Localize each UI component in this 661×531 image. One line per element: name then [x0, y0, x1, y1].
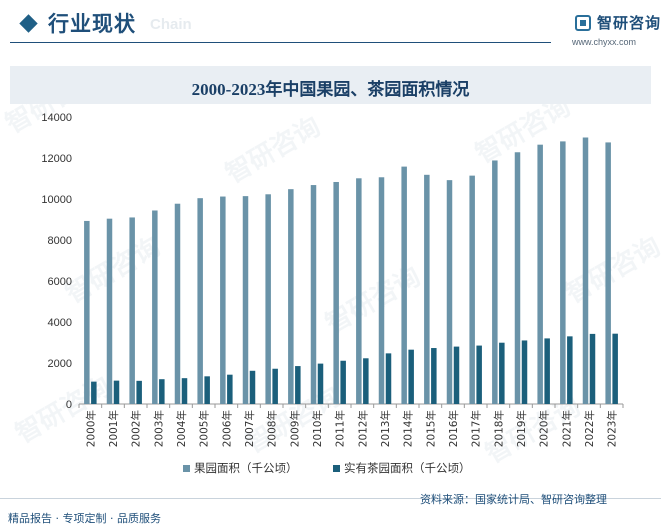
x-tick-label: 2013年	[379, 410, 392, 447]
tea-garden-area-bar	[295, 366, 301, 404]
y-tick-label: 2000	[48, 358, 72, 370]
x-tick-label: 2017年	[470, 410, 483, 447]
orchard-area-bar	[84, 220, 90, 404]
x-tick-label: 2004年	[175, 410, 188, 447]
orchard-area-bar	[537, 144, 543, 405]
x-tick-label: 2002年	[130, 410, 143, 447]
orchard-area-bar	[356, 178, 362, 404]
tea-garden-area-bar	[567, 336, 573, 404]
tea-garden-area-bar	[204, 376, 210, 404]
tea-garden-area-bar	[476, 345, 482, 404]
source-note: 资料来源：国家统计局、智研咨询整理	[420, 493, 607, 506]
x-tick-label: 2022年	[583, 410, 596, 447]
tea-garden-area-bar	[499, 342, 505, 404]
tea-garden-area-bar	[317, 363, 324, 404]
orchard-area-bar	[469, 175, 475, 404]
chart-title-band: 2000-2023年中国果园、茶园面积情况	[10, 66, 651, 104]
x-tick-label: 2015年	[424, 410, 437, 447]
page-title: 行业现状	[48, 12, 136, 36]
x-tick-label: 2014年	[402, 410, 415, 447]
orchard-area-bar	[401, 166, 407, 404]
x-tick-label: 2010年	[311, 410, 324, 447]
x-tick-label: 2023年	[606, 410, 619, 447]
x-tick-label: 2018年	[492, 410, 505, 447]
tea-garden-area-bar	[181, 378, 188, 404]
orchard-area-bar	[605, 142, 611, 405]
tea-garden-area-bar	[385, 353, 392, 404]
footer-tagline: 精品报告 · 专项定制 · 品质服务	[8, 512, 161, 525]
chart-title: 2000-2023年中国果园、茶园面积情况	[191, 80, 470, 99]
x-tick-label: 2021年	[560, 410, 573, 447]
tea-garden-area-bar	[159, 379, 165, 404]
tea-garden-area-bar	[136, 380, 142, 404]
tea-garden-area-bar	[544, 338, 550, 404]
orchard-area-bar	[310, 185, 317, 404]
orchard-area-bar	[265, 194, 271, 404]
header-divider	[10, 42, 551, 43]
orchard-area-bar	[514, 152, 521, 404]
tea-garden-area-bar	[589, 333, 596, 404]
tea-garden-area-bar	[272, 368, 278, 404]
y-tick-label: 10000	[41, 194, 72, 206]
tea-garden-area-bar	[91, 381, 97, 404]
y-tick-label: 12000	[41, 153, 72, 165]
orchard-area-bar	[106, 218, 113, 404]
x-tick-label: 2016年	[447, 410, 460, 447]
x-tick-label: 2003年	[152, 410, 165, 447]
orchard-area-bar	[129, 217, 135, 404]
tea-garden-area-bar	[408, 349, 414, 404]
orchard-area-bar	[152, 210, 158, 404]
orchard-area-bar	[174, 203, 181, 404]
x-tick-label: 2005年	[198, 410, 211, 447]
logo-icon	[575, 15, 591, 31]
y-tick-label: 0	[66, 399, 72, 411]
orchard-area-bar	[220, 196, 226, 404]
tea-garden-area-bar	[340, 360, 346, 404]
x-tick-label: 2009年	[288, 410, 301, 447]
x-tick-label: 2000年	[84, 410, 97, 447]
x-tick-label: 2001年	[107, 410, 120, 447]
x-tick-label: 2011年	[334, 410, 347, 447]
y-tick-label: 14000	[41, 112, 72, 124]
orchard-area-bar	[333, 181, 339, 404]
logo-url: www.chyxx.com	[572, 37, 637, 47]
orchard-area-bar	[560, 141, 566, 404]
orchard-area-bar	[424, 174, 430, 404]
x-tick-label: 2007年	[243, 410, 256, 447]
logo-text: 智研咨询	[597, 14, 661, 32]
orchard-area-bar	[288, 189, 294, 404]
x-tick-label: 2006年	[220, 410, 233, 447]
tea-garden-area-bar	[612, 333, 618, 404]
orchard-area-bar	[492, 160, 498, 404]
legend-swatch	[333, 465, 340, 472]
background-word: Chain	[150, 16, 192, 33]
header: 行业现状 Chain 智研咨询 www.chyxx.com	[0, 0, 661, 56]
x-tick-label: 2008年	[266, 410, 279, 447]
orchard-area-bar	[582, 137, 589, 404]
footer-divider	[0, 498, 661, 499]
orchard-area-bar	[242, 196, 249, 404]
y-tick-label: 8000	[48, 235, 72, 247]
tea-garden-area-bar	[227, 374, 233, 404]
tea-garden-area-bar	[249, 370, 256, 404]
y-tick-label: 6000	[48, 276, 72, 288]
orchard-area-bar	[446, 180, 453, 404]
x-tick-label: 2020年	[538, 410, 551, 447]
legend-swatch	[183, 465, 190, 472]
tea-garden-area-bar	[453, 346, 460, 404]
x-tick-label: 2012年	[356, 410, 369, 447]
tea-garden-area-bar	[113, 380, 120, 404]
orchard-area-bar	[197, 198, 203, 404]
tea-garden-area-bar	[521, 340, 528, 404]
legend-label: 实有茶园面积（千公顷）	[344, 461, 471, 475]
tea-garden-area-bar	[363, 358, 369, 404]
x-tick-label: 2019年	[515, 410, 528, 447]
tea-garden-area-bar	[431, 348, 437, 404]
y-tick-label: 4000	[48, 317, 72, 329]
orchard-area-bar	[378, 177, 385, 404]
legend-label: 果园面积（千公顷）	[194, 461, 298, 475]
